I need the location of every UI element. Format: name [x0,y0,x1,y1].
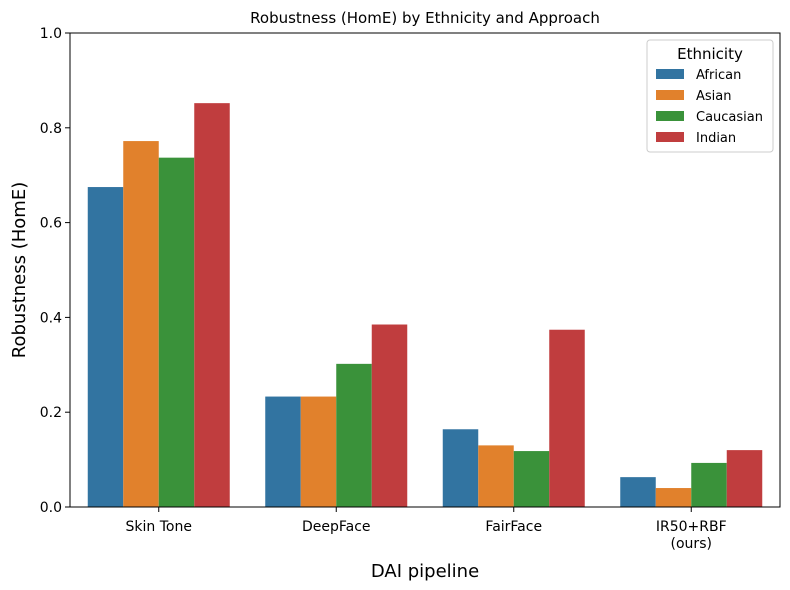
legend-box [646,39,774,153]
y-axis: 0.0 0.2 0.4 0.6 0.8 1.0 [40,26,70,516]
y-tick-label: 0.2 [40,405,62,421]
bar-african-3 [442,429,479,507]
legend-swatch-indian [656,132,684,142]
y-tick-label: 0.4 [40,310,62,326]
legend-label-caucasian: Caucasian [696,110,763,125]
y-axis-title: Robustness (HomE) [9,182,30,358]
bar-indian-3 [549,329,585,507]
y-tick-label: 1.0 [40,26,62,42]
legend-label-asian: Asian [696,89,731,104]
chart-title: Robustness (HomE) by Ethnicity and Appro… [250,9,600,27]
bar-asian-2 [300,396,337,507]
y-tick-label: 0.6 [40,216,62,232]
bar-indian-1 [194,103,230,507]
x-axis: Skin Tone DeepFace FairFace IR50+RBF(ours) [126,507,727,552]
legend: Ethnicity African Asian Caucasian Indian [646,39,774,153]
bar-caucasian-3 [513,451,550,507]
legend-title: Ethnicity [677,45,743,63]
y-tick-label: 0.0 [40,500,62,516]
bar-asian-3 [478,445,514,507]
legend-label-indian: Indian [696,131,736,146]
bar-african-1 [87,187,124,508]
x-tick-label: FairFace [485,519,542,535]
bar-indian-4 [726,450,763,507]
x-tick-label: IR50+RBF [656,519,727,535]
bar-asian-4 [655,488,692,507]
plot-area [69,32,781,508]
bar-african-2 [265,396,301,507]
bar-caucasian-2 [336,363,372,507]
bar-indian-2 [371,324,408,507]
x-axis-title: DAI pipeline [371,561,479,582]
bar-asian-1 [123,141,159,507]
x-tick-label: Skin Tone [126,519,192,535]
legend-swatch-african [656,69,684,79]
y-tick-label: 0.8 [40,121,62,137]
plot-frame [69,32,781,508]
bar-caucasian-1 [158,157,195,508]
legend-swatch-asian [656,90,684,100]
bar-caucasian-4 [691,462,727,507]
legend-swatch-caucasian [656,111,684,121]
x-tick-label: (ours) [671,536,712,552]
bar-african-4 [620,477,656,507]
x-tick-label: DeepFace [302,519,371,535]
legend-label-african: African [696,68,741,83]
